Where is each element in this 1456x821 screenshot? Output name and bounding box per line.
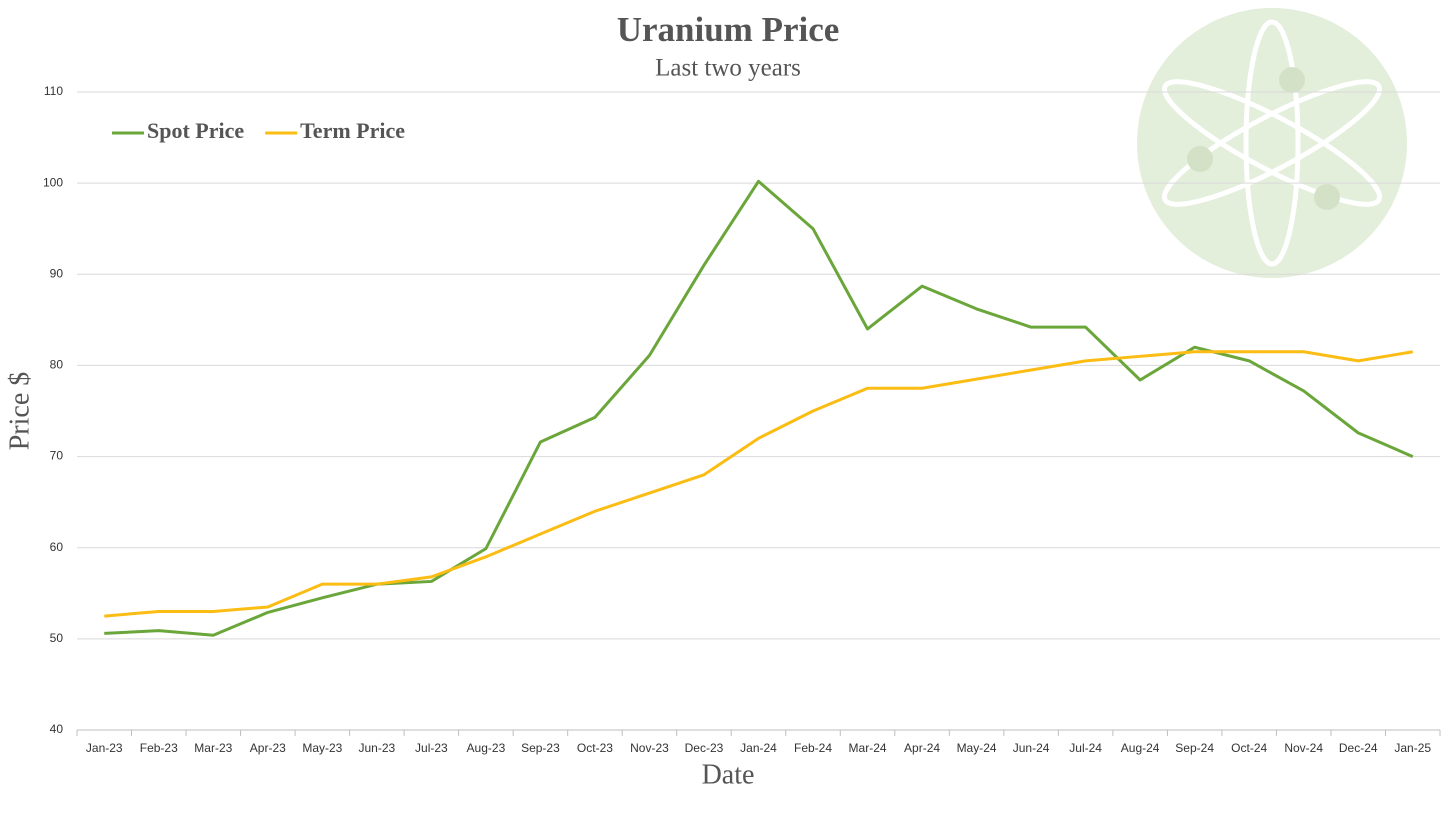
x-tick-label: Feb-24 <box>794 741 832 755</box>
x-tick-label: Jul-23 <box>415 741 448 755</box>
legend-label: Spot Price <box>147 118 244 143</box>
y-tick-label: 110 <box>44 84 63 98</box>
x-tick-label: Apr-24 <box>904 741 940 755</box>
x-axis-label: Date <box>702 759 755 790</box>
chart-title: Uranium Price <box>617 10 840 49</box>
y-tick-label: 80 <box>50 358 64 372</box>
x-tick-label: Sep-23 <box>521 741 560 755</box>
x-tick-label: Jan-24 <box>740 741 777 755</box>
x-tick-label: Nov-23 <box>630 741 669 755</box>
x-tick-label: Feb-23 <box>140 741 178 755</box>
y-tick-label: 50 <box>50 631 64 645</box>
atom-logo <box>1137 8 1407 278</box>
x-tick-label: Dec-23 <box>685 741 724 755</box>
y-tick-label: 70 <box>50 449 64 463</box>
y-axis-label: Price $ <box>4 372 35 451</box>
x-tick-label: Jun-23 <box>359 741 396 755</box>
x-tick-label: Mar-23 <box>194 741 232 755</box>
y-tick-label: 90 <box>50 266 64 280</box>
x-tick-label: Jan-23 <box>86 741 123 755</box>
x-tick-label: Jul-24 <box>1069 741 1102 755</box>
x-tick-label: Dec-24 <box>1339 741 1378 755</box>
x-tick-label: Oct-24 <box>1231 741 1267 755</box>
y-tick-label: 60 <box>50 540 64 554</box>
legend-label: Term Price <box>300 118 405 143</box>
x-tick-label: Sep-24 <box>1175 741 1214 755</box>
x-tick-label: Apr-23 <box>250 741 286 755</box>
series-line <box>104 179 1414 637</box>
y-tick-label: 40 <box>50 722 64 736</box>
x-tick-label: Jun-24 <box>1013 741 1050 755</box>
x-tick-label: Jan-25 <box>1394 741 1431 755</box>
chart-subtitle: Last two years <box>655 55 801 82</box>
x-tick-label: Mar-24 <box>849 741 887 755</box>
x-tick-label: Nov-24 <box>1284 741 1323 755</box>
x-tick-label: May-23 <box>302 741 342 755</box>
series-line <box>104 350 1413 618</box>
x-tick-label: May-24 <box>957 741 997 755</box>
x-tick-label: Aug-23 <box>467 741 506 755</box>
y-tick-label: 100 <box>43 175 63 189</box>
x-tick-label: Oct-23 <box>577 741 613 755</box>
x-tick-label: Aug-24 <box>1121 741 1160 755</box>
